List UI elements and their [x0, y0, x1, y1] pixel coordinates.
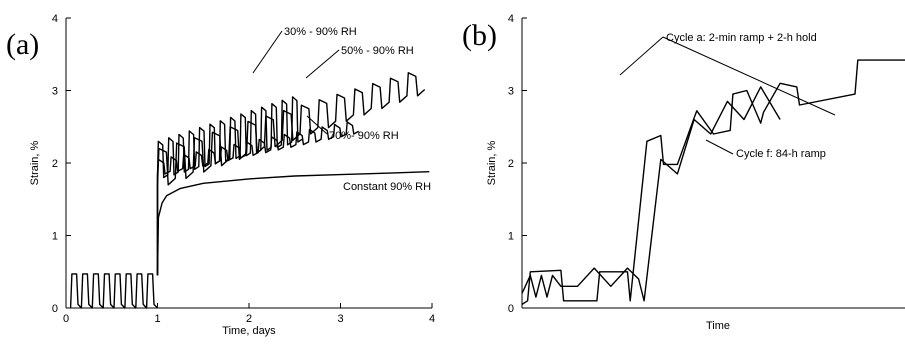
- series-cyclic-2: [156, 121, 360, 276]
- leader-cycle-a-1: [619, 36, 664, 76]
- panel-a-x-axis-title: Time, days: [222, 325, 276, 337]
- panel-a-y-ticks: 0 1 2 3 4: [52, 13, 71, 315]
- panel-a-curves: [69, 72, 430, 309]
- panel-b-y-tick-label: 3: [508, 86, 514, 98]
- leader-70-90-rh: [306, 115, 328, 135]
- panel-b-label: (b): [462, 19, 497, 52]
- panel-a-x-tick-label: 2: [246, 313, 252, 325]
- series-cycle-f: [521, 86, 781, 302]
- label-constant-90-rh: Constant 90% RH: [343, 181, 431, 193]
- leader-50-90-rh: [305, 49, 340, 79]
- leader-cycle-f: [705, 139, 734, 155]
- series-constant-90-rh: [156, 171, 430, 276]
- panel-b-y-tick-label: 1: [508, 231, 514, 243]
- leader-cycle-a-2: [662, 36, 836, 116]
- panel-a-y-axis-title: Strain, %: [29, 140, 41, 185]
- panel-a-x-tick-label: 4: [429, 313, 435, 325]
- series-cycle-a: [521, 59, 905, 305]
- series-pre-step-cycles: [69, 273, 159, 309]
- panel-a-x-tick-label: 1: [154, 313, 160, 325]
- panel-a-y-tick-label: 2: [52, 158, 58, 170]
- panel-a-x-ticks: 0 1 2 3 4: [63, 303, 435, 325]
- panel-a-x-tick-label: 3: [337, 313, 343, 325]
- panel-a-y-tick-label: 3: [52, 86, 58, 98]
- leader-30-90-rh: [252, 30, 283, 74]
- panel-b: (b) 0 1 2 3 4 Strain, % Time Cycle a: 2-min …: [462, 13, 905, 332]
- label-50-90-rh: 50% - 90% RH: [341, 45, 414, 57]
- panel-a-y-tick-label: 1: [52, 231, 58, 243]
- panel-b-y-tick-label: 4: [508, 13, 514, 25]
- panel-a-label: (a): [6, 28, 39, 61]
- panel-b-x-axis-title: Time: [706, 320, 730, 332]
- panel-a-x-tick-label: 0: [63, 313, 69, 325]
- label-30-90-rh: 30% - 90% RH: [284, 26, 357, 38]
- panel-b-y-tick-label: 0: [508, 303, 514, 315]
- series-cyclic-0: [156, 96, 303, 276]
- panel-a-y-tick-label: 4: [52, 13, 58, 25]
- panel-a-y-tick-label: 0: [52, 303, 58, 315]
- panel-a: (a) 0 1 2 3 4 0 1 2 3 4 Strain, % Time, days 30%…: [6, 13, 435, 337]
- panel-b-y-tick-label: 2: [508, 158, 514, 170]
- label-cycle-a: Cycle a: 2-min ramp + 2-h hold: [666, 32, 817, 44]
- label-70-90-rh: 70%- 90% RH: [329, 130, 399, 142]
- panel-b-curves: [521, 59, 905, 305]
- panel-b-y-axis-title: Strain, %: [486, 140, 498, 185]
- panel-b-y-ticks: 0 1 2 3 4: [508, 13, 527, 315]
- label-cycle-f: Cycle f: 84-h ramp: [736, 148, 826, 160]
- series-cyclic-1: [156, 72, 426, 276]
